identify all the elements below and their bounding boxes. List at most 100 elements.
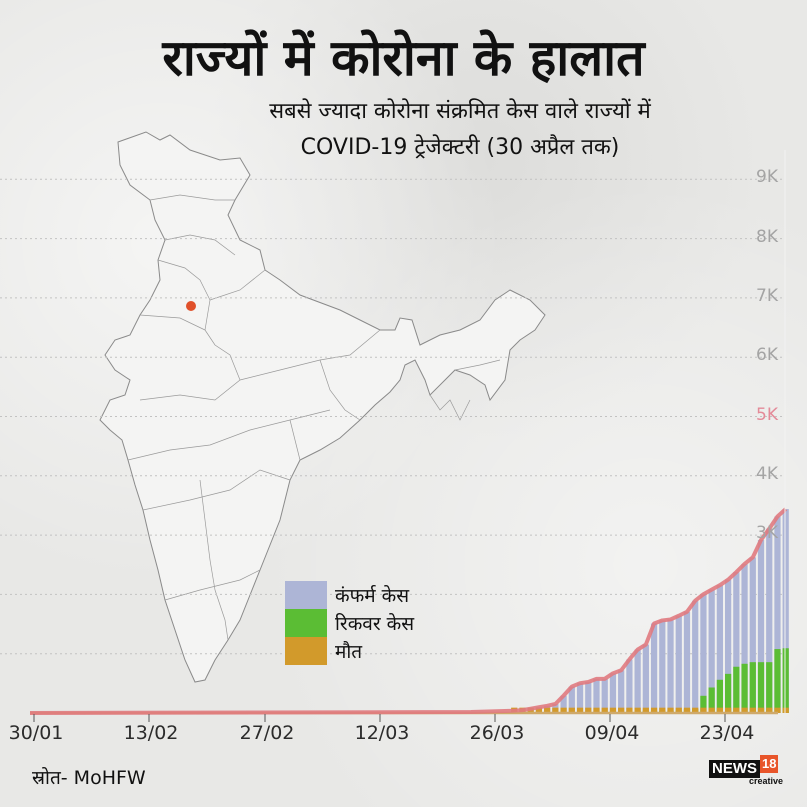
confirmed-bar xyxy=(716,585,723,713)
confirmed-bar xyxy=(774,516,781,713)
deaths-bar xyxy=(766,707,773,713)
deaths-bar xyxy=(601,707,608,713)
deaths-bar xyxy=(576,707,584,713)
y-gridlines xyxy=(0,178,785,655)
confirmed-bar xyxy=(626,659,633,713)
legend-label-confirmed: कंफर्म केस xyxy=(335,585,410,607)
y-tick-label: 4K xyxy=(756,463,778,484)
delhi-highlight xyxy=(186,301,196,311)
confirmed-trend-line xyxy=(29,507,788,715)
confirmed-swatch xyxy=(285,581,327,609)
recovered-bar xyxy=(725,673,732,713)
deaths-bar xyxy=(708,707,715,713)
x-tick-label: 26/03 xyxy=(469,722,525,744)
confirmed-bar xyxy=(708,589,715,713)
recovered-bar xyxy=(749,662,756,713)
confirmed-bar xyxy=(634,649,641,713)
deaths-bar xyxy=(642,707,649,713)
recovered-bar xyxy=(741,663,748,713)
legend-label-deaths: मौत xyxy=(335,641,363,663)
confirmed-bar xyxy=(700,594,707,713)
confirmed-bar xyxy=(667,619,674,713)
source-credit: स्रोत- MoHFW xyxy=(32,767,146,789)
x-ticks xyxy=(33,714,726,722)
deaths-bar xyxy=(618,707,625,713)
y-tick-label: 6K xyxy=(756,345,778,366)
deaths-bar xyxy=(585,707,592,713)
confirmed-bar xyxy=(601,678,608,713)
confirmed-bar xyxy=(609,673,617,713)
confirmed-bar xyxy=(560,695,567,713)
x-tick-label: 12/03 xyxy=(354,722,410,744)
india-map-outline xyxy=(99,131,546,683)
deaths-bar xyxy=(626,707,633,713)
recovered-bar xyxy=(782,648,789,713)
deaths-bar xyxy=(749,707,756,713)
confirmed-bar xyxy=(642,644,649,713)
recovered-bar xyxy=(757,662,765,713)
confirmed-bar xyxy=(593,678,600,713)
legend-item-deaths: मौत xyxy=(285,637,414,665)
deaths-bar xyxy=(535,707,543,713)
deaths-bar xyxy=(683,707,691,713)
x-tick-label: 23/04 xyxy=(699,722,755,744)
deaths-bar xyxy=(757,707,765,713)
confirmed-bar xyxy=(692,600,699,713)
logo-news-text: NEWS xyxy=(709,760,760,778)
logo-18-badge: 18 xyxy=(760,755,779,773)
x-tick-label: 13/02 xyxy=(123,722,179,744)
confirmed-bar xyxy=(568,686,575,713)
deaths-bar xyxy=(716,707,723,713)
y-tick-label: 7K xyxy=(756,285,778,306)
news18-logo: NEWS 18 creative xyxy=(709,755,783,786)
deaths-bar xyxy=(659,707,666,713)
x-tick-label: 27/02 xyxy=(239,722,295,744)
confirmed-bar xyxy=(766,528,773,713)
confirmed-bar xyxy=(741,563,748,713)
recovered-bar xyxy=(708,687,715,713)
confirmed-bar xyxy=(675,615,682,713)
deaths-bar xyxy=(700,707,707,713)
recovered-bar xyxy=(733,666,740,713)
recovered-swatch xyxy=(285,609,327,637)
confirmed-bar xyxy=(576,683,584,713)
deaths-bar xyxy=(675,707,682,713)
y-tick-label: 3K xyxy=(756,523,778,544)
recovered-bar xyxy=(700,695,707,713)
deaths-bar xyxy=(568,707,575,713)
y-tick-label: 9K xyxy=(756,167,778,188)
deaths-bar xyxy=(741,707,748,713)
deaths-bar xyxy=(552,707,559,713)
deaths-bar xyxy=(733,707,740,713)
confirmed-bars xyxy=(511,509,789,713)
subtitle-line-1: सबसे ज्यादा कोरोना संक्रमित केस वाले राज… xyxy=(269,99,651,124)
confirmed-bar xyxy=(725,579,732,713)
confirmed-bar xyxy=(733,572,740,713)
recovered-bar xyxy=(716,679,723,713)
legend-item-confirmed: कंफर्म केस xyxy=(285,581,414,609)
deaths-bar xyxy=(774,707,781,713)
y-tick-label: 5K xyxy=(756,404,778,425)
subtitle-line-2: COVID-19 ट्रेजेक्टरी (30 अप्रैल तक) xyxy=(300,135,620,160)
deaths-swatch xyxy=(285,637,327,665)
deaths-bar xyxy=(609,707,617,713)
state-borders xyxy=(127,194,501,641)
confirmed-bar xyxy=(618,670,625,713)
recovered-bar xyxy=(774,649,781,713)
legend: कंफर्म केस रिकवर केस मौत xyxy=(285,581,414,665)
confirmed-bar xyxy=(683,611,691,713)
legend-label-recovered: रिकवर केस xyxy=(335,613,415,635)
deaths-bar xyxy=(782,707,789,713)
deaths-bar xyxy=(634,707,641,713)
deaths-bar xyxy=(650,707,658,713)
x-tick-label: 30/01 xyxy=(8,722,64,744)
confirmed-bar xyxy=(659,620,666,713)
confirmed-bar xyxy=(749,557,756,713)
page-title: राज्यों में कोरोना के हालात xyxy=(162,29,645,87)
y-tick-label: 8K xyxy=(756,226,778,247)
deaths-bar xyxy=(725,707,732,713)
legend-item-recovered: रिकवर केस xyxy=(285,609,414,637)
confirmed-bar xyxy=(782,509,789,713)
